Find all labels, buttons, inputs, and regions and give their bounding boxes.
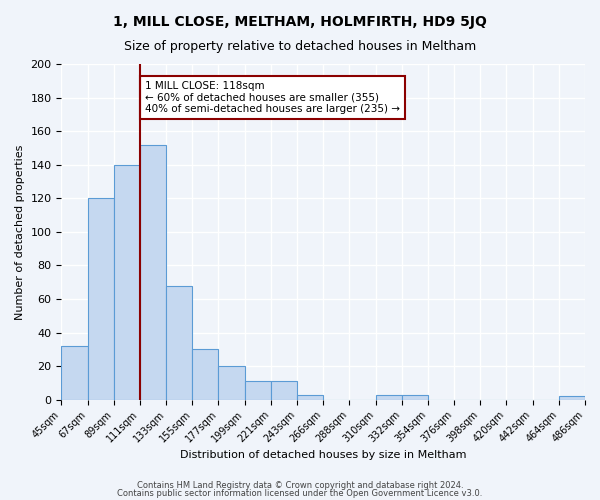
Text: Size of property relative to detached houses in Meltham: Size of property relative to detached ho… bbox=[124, 40, 476, 53]
Text: Contains HM Land Registry data © Crown copyright and database right 2024.: Contains HM Land Registry data © Crown c… bbox=[137, 481, 463, 490]
Bar bbox=[218, 366, 245, 400]
Bar bbox=[271, 382, 297, 400]
Bar bbox=[61, 346, 88, 400]
Text: Contains public sector information licensed under the Open Government Licence v3: Contains public sector information licen… bbox=[118, 488, 482, 498]
Bar bbox=[376, 395, 402, 400]
Bar bbox=[245, 382, 271, 400]
Bar bbox=[166, 286, 193, 400]
Bar bbox=[297, 395, 323, 400]
Bar bbox=[88, 198, 114, 400]
Text: 1 MILL CLOSE: 118sqm
← 60% of detached houses are smaller (355)
40% of semi-deta: 1 MILL CLOSE: 118sqm ← 60% of detached h… bbox=[145, 81, 400, 114]
Bar bbox=[559, 396, 585, 400]
X-axis label: Distribution of detached houses by size in Meltham: Distribution of detached houses by size … bbox=[180, 450, 466, 460]
Bar bbox=[114, 164, 140, 400]
Text: 1, MILL CLOSE, MELTHAM, HOLMFIRTH, HD9 5JQ: 1, MILL CLOSE, MELTHAM, HOLMFIRTH, HD9 5… bbox=[113, 15, 487, 29]
Y-axis label: Number of detached properties: Number of detached properties bbox=[15, 144, 25, 320]
Bar bbox=[193, 350, 218, 400]
Bar bbox=[402, 395, 428, 400]
Bar bbox=[140, 144, 166, 400]
